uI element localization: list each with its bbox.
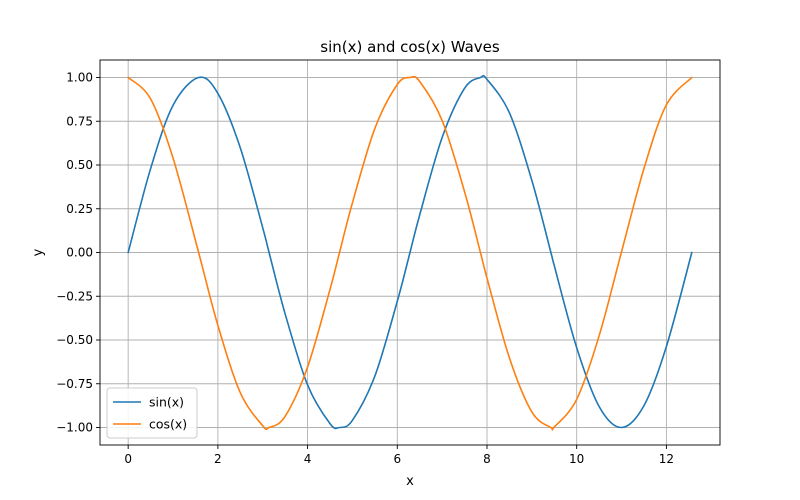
- x-tick-label: 8: [483, 452, 491, 466]
- y-tick-label: 1.00: [66, 71, 93, 85]
- legend-entry-label: sin(x): [149, 395, 184, 410]
- series-lines: [127, 74, 693, 431]
- grid: [100, 60, 720, 445]
- legend: sin(x) cos(x): [106, 387, 198, 439]
- x-axis-label: x: [406, 474, 414, 489]
- x-tick-label: 6: [393, 452, 401, 466]
- y-tick-label: 0.75: [66, 114, 93, 128]
- x-tick-label: 10: [569, 452, 584, 466]
- x-tick-label: 4: [304, 452, 312, 466]
- y-tick-label: 0.00: [66, 246, 93, 260]
- x-tick-label: 2: [214, 452, 222, 466]
- y-tick-label: −0.25: [56, 289, 93, 303]
- y-axis-label: y: [31, 248, 46, 256]
- y-tick-label: 0.25: [66, 202, 93, 216]
- series-line-sin-x: [127, 74, 693, 430]
- legend-box: [106, 387, 198, 439]
- x-tick-label: 0: [124, 452, 132, 466]
- axis-ticks: 0 2 4 6 8 10 12 −1.00 −0.75 −0.50 −0.25 0.00 0.25 0.5…: [56, 71, 674, 467]
- y-tick-label: −1.00: [56, 421, 93, 435]
- legend-entry-label: cos(x): [149, 417, 187, 432]
- x-tick-label: 12: [659, 452, 674, 466]
- y-tick-label: −0.75: [56, 377, 93, 391]
- chart-title: sin(x) and cos(x) Waves: [320, 38, 500, 56]
- series-line-cos-x: [127, 75, 693, 431]
- y-tick-label: 0.50: [66, 158, 93, 172]
- y-tick-label: −0.50: [56, 333, 93, 347]
